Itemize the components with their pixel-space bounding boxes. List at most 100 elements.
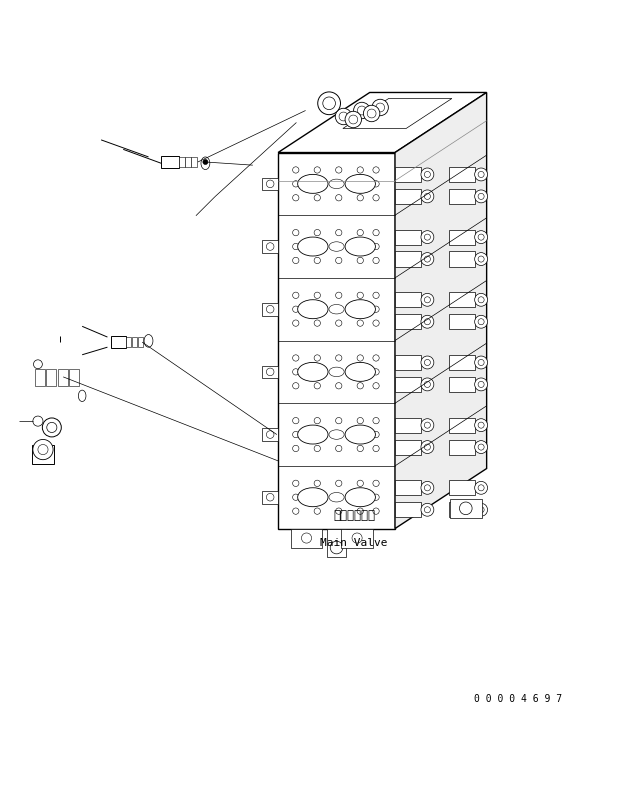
Bar bbox=[126, 337, 131, 347]
Circle shape bbox=[293, 180, 299, 187]
Bar bbox=[179, 157, 185, 167]
Circle shape bbox=[314, 243, 320, 250]
Ellipse shape bbox=[345, 362, 375, 381]
Circle shape bbox=[293, 508, 299, 514]
Bar bbox=[449, 189, 475, 204]
Circle shape bbox=[339, 112, 348, 121]
Bar bbox=[449, 251, 475, 267]
Ellipse shape bbox=[298, 425, 328, 444]
Circle shape bbox=[352, 533, 362, 543]
Ellipse shape bbox=[298, 362, 328, 381]
Ellipse shape bbox=[345, 425, 375, 444]
Bar bbox=[262, 177, 278, 190]
Circle shape bbox=[318, 92, 341, 115]
Circle shape bbox=[357, 230, 363, 235]
Circle shape bbox=[357, 355, 363, 361]
Text: 0 0 0 0 4 6 9 7: 0 0 0 0 4 6 9 7 bbox=[474, 693, 562, 704]
Bar bbox=[449, 502, 475, 517]
Circle shape bbox=[478, 507, 484, 513]
Bar bbox=[395, 440, 421, 455]
Circle shape bbox=[42, 418, 61, 437]
Circle shape bbox=[293, 243, 299, 250]
Circle shape bbox=[293, 195, 299, 201]
Bar bbox=[291, 528, 322, 547]
Bar bbox=[395, 314, 421, 330]
Circle shape bbox=[424, 172, 430, 177]
Bar bbox=[32, 445, 54, 464]
Bar bbox=[395, 417, 421, 433]
Circle shape bbox=[336, 306, 342, 312]
Circle shape bbox=[336, 382, 342, 389]
Circle shape bbox=[314, 195, 320, 201]
Circle shape bbox=[475, 190, 487, 203]
Bar bbox=[395, 189, 421, 204]
Circle shape bbox=[357, 369, 363, 375]
Circle shape bbox=[478, 359, 484, 365]
Circle shape bbox=[424, 444, 430, 450]
Circle shape bbox=[314, 320, 320, 326]
Bar bbox=[161, 156, 179, 168]
Circle shape bbox=[33, 360, 42, 369]
Circle shape bbox=[424, 359, 430, 365]
Bar bbox=[138, 337, 143, 347]
Bar bbox=[262, 365, 278, 378]
Circle shape bbox=[373, 257, 379, 263]
Circle shape bbox=[475, 419, 487, 432]
Circle shape bbox=[475, 440, 487, 453]
Ellipse shape bbox=[144, 334, 153, 347]
Circle shape bbox=[373, 369, 379, 375]
Ellipse shape bbox=[345, 175, 375, 193]
Bar bbox=[132, 337, 137, 347]
Circle shape bbox=[373, 432, 379, 438]
Circle shape bbox=[424, 193, 430, 200]
Circle shape bbox=[293, 432, 299, 438]
Circle shape bbox=[357, 432, 363, 438]
Ellipse shape bbox=[298, 300, 328, 318]
Circle shape bbox=[373, 508, 379, 514]
Circle shape bbox=[421, 504, 434, 516]
Bar bbox=[191, 157, 197, 167]
Circle shape bbox=[478, 172, 484, 177]
Circle shape bbox=[475, 378, 487, 391]
Circle shape bbox=[357, 382, 363, 389]
Circle shape bbox=[421, 378, 434, 391]
Circle shape bbox=[478, 256, 484, 262]
Circle shape bbox=[267, 431, 274, 438]
Circle shape bbox=[301, 533, 312, 543]
Circle shape bbox=[478, 381, 484, 388]
Circle shape bbox=[357, 445, 363, 452]
Ellipse shape bbox=[201, 157, 210, 170]
Text: Main Valve: Main Valve bbox=[320, 538, 387, 548]
Circle shape bbox=[336, 445, 342, 452]
Circle shape bbox=[314, 382, 320, 389]
Ellipse shape bbox=[329, 305, 344, 314]
Circle shape bbox=[336, 480, 342, 487]
Circle shape bbox=[336, 494, 342, 500]
Ellipse shape bbox=[329, 179, 344, 188]
Circle shape bbox=[314, 508, 320, 514]
Circle shape bbox=[475, 481, 487, 494]
Circle shape bbox=[314, 494, 320, 500]
Bar bbox=[58, 369, 68, 386]
Circle shape bbox=[335, 109, 351, 124]
Circle shape bbox=[475, 231, 487, 243]
Bar bbox=[262, 303, 278, 315]
Circle shape bbox=[475, 356, 487, 369]
Circle shape bbox=[336, 292, 342, 298]
Circle shape bbox=[314, 480, 320, 487]
Circle shape bbox=[293, 230, 299, 235]
Bar bbox=[449, 167, 475, 182]
Text: メインバルブ: メインバルブ bbox=[333, 509, 375, 522]
Circle shape bbox=[421, 440, 434, 453]
Circle shape bbox=[336, 167, 342, 173]
Ellipse shape bbox=[298, 175, 328, 193]
Circle shape bbox=[373, 230, 379, 235]
Circle shape bbox=[336, 432, 342, 438]
Circle shape bbox=[314, 292, 320, 298]
Circle shape bbox=[314, 445, 320, 452]
Bar bbox=[46, 369, 56, 386]
Circle shape bbox=[336, 195, 342, 201]
Ellipse shape bbox=[298, 488, 328, 507]
Circle shape bbox=[421, 253, 434, 266]
Bar bbox=[449, 440, 475, 455]
